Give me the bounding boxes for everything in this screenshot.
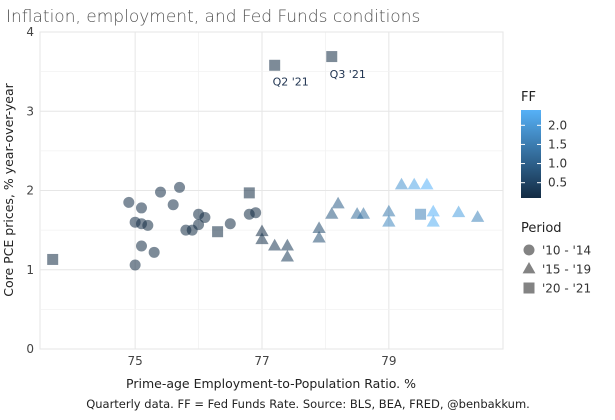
triangle-point bbox=[280, 238, 294, 251]
triangle-point bbox=[331, 196, 345, 209]
triangle-point bbox=[407, 177, 421, 190]
square-point bbox=[415, 208, 427, 220]
square-point bbox=[269, 59, 281, 71]
triangle-point bbox=[325, 207, 339, 219]
circle-point bbox=[129, 259, 141, 271]
triangle-point bbox=[420, 177, 434, 190]
triangle-point bbox=[471, 210, 485, 222]
point-annotation: Q2 '21 bbox=[273, 76, 309, 89]
chart-caption: Quarterly data. FF = Fed Funds Rate. Sou… bbox=[86, 397, 530, 411]
triangle-point bbox=[356, 207, 371, 219]
square-point bbox=[326, 51, 338, 63]
circle-point bbox=[135, 202, 147, 214]
x-tick-label: 79 bbox=[381, 354, 396, 368]
triangle-legend-icon bbox=[522, 262, 536, 274]
shape-legend-label: '15 - '19 bbox=[542, 263, 591, 277]
x-tick-label: 75 bbox=[127, 354, 142, 368]
shape-legend-item: '15 - '19 bbox=[522, 262, 591, 277]
color-legend-label: 1.0 bbox=[548, 157, 567, 171]
triangle-point bbox=[312, 221, 326, 234]
triangle-point bbox=[280, 249, 294, 262]
point-annotation: Q3 '21 bbox=[330, 68, 366, 81]
shape-legend-item: '10 - '14 bbox=[523, 244, 591, 258]
color-legend: FF 0.5 1.0 1.5 2.0 bbox=[521, 90, 567, 198]
color-legend-bar bbox=[521, 110, 541, 198]
shape-legend-label: '10 - '14 bbox=[542, 244, 591, 258]
triangle-point bbox=[312, 230, 326, 243]
circle-point bbox=[123, 196, 135, 208]
color-legend-label: 2.0 bbox=[548, 118, 567, 132]
x-axis-ticks: 75 77 79 bbox=[127, 354, 396, 368]
x-axis-title: Prime-age Employment-to-Population Ratio… bbox=[126, 376, 416, 391]
circle-point bbox=[224, 218, 236, 230]
plot-area: Q2 '21 Q3 '21 bbox=[39, 31, 504, 350]
shape-legend-item: '20 - '21 bbox=[523, 282, 591, 296]
shape-legend-label: '20 - '21 bbox=[542, 282, 591, 296]
circle-point bbox=[174, 181, 186, 193]
circle-point bbox=[250, 207, 262, 219]
color-legend-label: 1.5 bbox=[548, 137, 567, 151]
color-legend-ticks: 0.5 1.0 1.5 2.0 bbox=[521, 118, 567, 190]
y-tick-label: 3 bbox=[26, 104, 34, 118]
data-points bbox=[47, 51, 485, 271]
chart-title: Inflation, employment, and Fed Funds con… bbox=[6, 7, 420, 27]
circle-point bbox=[142, 219, 154, 231]
square-point bbox=[47, 253, 59, 265]
y-axis-title: Core PCE prices, % year-over-year bbox=[1, 82, 16, 296]
y-axis-ticks: 0 1 2 3 4 bbox=[26, 25, 34, 356]
shape-legend-title: Period bbox=[521, 221, 562, 236]
color-legend-title: FF bbox=[521, 90, 536, 105]
circle-legend-icon bbox=[523, 244, 535, 256]
triangle-point bbox=[255, 224, 269, 237]
circle-point bbox=[167, 199, 179, 211]
circle-point bbox=[148, 246, 160, 258]
y-tick-label: 0 bbox=[26, 342, 34, 356]
triangle-point bbox=[255, 232, 269, 245]
color-legend-label: 0.5 bbox=[548, 176, 567, 190]
circle-point bbox=[193, 219, 205, 231]
y-tick-label: 4 bbox=[26, 25, 34, 39]
circle-point bbox=[199, 211, 211, 223]
annotations: Q2 '21 Q3 '21 bbox=[273, 68, 366, 89]
gridlines bbox=[40, 31, 503, 350]
triangle-point bbox=[451, 205, 466, 218]
x-tick-label: 77 bbox=[254, 354, 269, 368]
y-tick-label: 2 bbox=[26, 184, 34, 198]
circle-point bbox=[135, 240, 147, 252]
shape-legend-items: '10 - '14 '15 - '19 '20 - '21 bbox=[522, 244, 591, 296]
square-point bbox=[243, 187, 255, 199]
triangle-point bbox=[268, 238, 282, 251]
triangle-point bbox=[394, 177, 409, 190]
circle-point bbox=[155, 186, 167, 198]
y-tick-label: 1 bbox=[26, 263, 34, 277]
square-point bbox=[212, 226, 224, 238]
triangle-point bbox=[382, 204, 396, 217]
triangle-point bbox=[382, 215, 396, 227]
triangle-point bbox=[426, 215, 440, 227]
square-legend-icon bbox=[523, 282, 535, 294]
triangle-point bbox=[426, 204, 440, 217]
shape-legend: Period '10 - '14 '15 - '19 '20 - '21 bbox=[521, 221, 591, 296]
